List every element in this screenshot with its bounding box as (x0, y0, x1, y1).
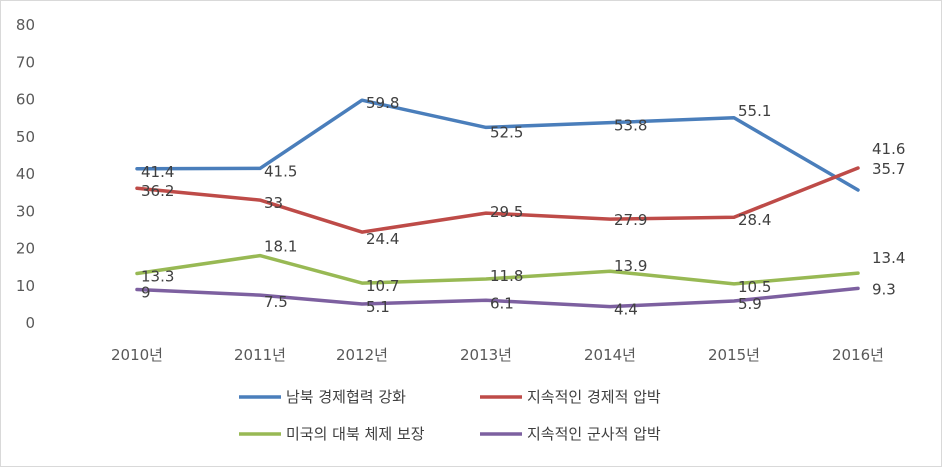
data-label: 9 (141, 283, 151, 301)
y-tick-label: 0 (25, 314, 35, 332)
y-tick-label: 70 (16, 53, 35, 71)
data-label: 6.1 (490, 294, 514, 312)
series-line (135, 98, 860, 192)
y-tick-label: 40 (16, 165, 35, 183)
data-label: 41.4 (141, 163, 174, 181)
x-tick-label: 2011년 (234, 346, 286, 364)
legend-label: 지속적인 경제적 압박 (527, 388, 661, 406)
data-label: 13.4 (872, 249, 905, 267)
data-label: 36.2 (141, 182, 174, 200)
x-tick-label: 2016년 (832, 346, 884, 364)
y-tick-label: 20 (16, 240, 35, 258)
data-label: 52.5 (490, 123, 523, 141)
data-label: 28.4 (738, 211, 771, 229)
data-label: 5.9 (738, 295, 762, 313)
data-label: 41.6 (872, 140, 905, 158)
data-label: 10.7 (366, 277, 399, 295)
x-tick-label: 2015년 (708, 346, 760, 364)
x-axis: 2010년 2011년 2012년 2013년 2014년 2015년 2016년 (111, 346, 884, 364)
data-labels: 41.4 41.5 59.8 52.5 53.8 55.1 35.7 36.2 33 24.4 29… (141, 94, 905, 318)
legend-label: 미국의 대북 체제 보장 (286, 425, 425, 443)
data-label: 18.1 (264, 238, 297, 256)
legend-label: 남북 경제협력 강화 (286, 388, 406, 406)
data-label: 13.9 (614, 257, 647, 275)
data-label: 53.8 (614, 117, 647, 135)
x-tick-label: 2013년 (460, 346, 512, 364)
data-label: 29.5 (490, 203, 523, 221)
y-tick-label: 80 (16, 16, 35, 34)
y-axis: 0 10 20 30 40 50 60 70 80 (16, 16, 35, 332)
data-label: 7.5 (264, 293, 288, 311)
x-tick-label: 2014년 (584, 346, 636, 364)
y-tick-label: 30 (16, 202, 35, 220)
data-label: 11.8 (490, 267, 523, 285)
series-lines (135, 98, 860, 309)
legend-label: 지속적인 군사적 압박 (527, 425, 661, 443)
data-label: 33 (264, 194, 283, 212)
data-label: 59.8 (366, 94, 399, 112)
data-label: 10.5 (738, 278, 771, 296)
y-tick-label: 10 (16, 277, 35, 295)
data-label: 41.5 (264, 162, 297, 180)
data-label: 27.9 (614, 211, 647, 229)
series-line (135, 286, 860, 309)
data-label: 35.7 (872, 160, 905, 178)
x-tick-label: 2012년 (336, 346, 388, 364)
series-line (135, 166, 860, 234)
data-label: 55.1 (738, 102, 771, 120)
data-label: 13.3 (141, 267, 174, 285)
data-label: 5.1 (366, 298, 390, 316)
data-label: 9.3 (872, 280, 896, 298)
y-tick-label: 60 (16, 91, 35, 109)
series-line (135, 253, 860, 286)
y-tick-label: 50 (16, 128, 35, 146)
data-label: 24.4 (366, 230, 399, 248)
x-tick-label: 2010년 (111, 346, 163, 364)
data-label: 4.4 (614, 301, 638, 319)
